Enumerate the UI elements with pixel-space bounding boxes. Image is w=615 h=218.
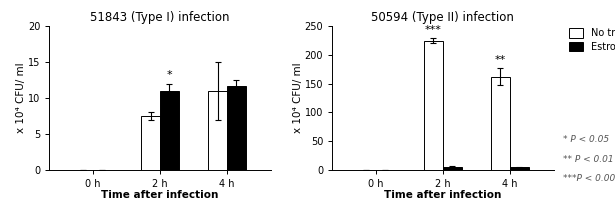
Y-axis label: x 10⁴ CFU/ ml: x 10⁴ CFU/ ml: [17, 63, 26, 133]
Text: **: **: [495, 54, 506, 65]
Bar: [510, 167, 529, 170]
Bar: [160, 91, 179, 170]
Y-axis label: x 10⁴ CFU/ ml: x 10⁴ CFU/ ml: [293, 63, 303, 133]
X-axis label: Time after infection: Time after infection: [101, 191, 218, 201]
Bar: [424, 41, 443, 170]
Bar: [227, 86, 246, 170]
Text: ** P < 0.01: ** P < 0.01: [563, 155, 613, 164]
X-axis label: Time after infection: Time after infection: [384, 191, 501, 201]
Text: ***P < 0.001: ***P < 0.001: [563, 174, 615, 183]
Bar: [443, 167, 462, 170]
Title: 51843 (Type I) infection: 51843 (Type I) infection: [90, 11, 229, 24]
Bar: [208, 91, 227, 170]
Text: ***: ***: [425, 25, 442, 35]
Bar: [491, 77, 510, 170]
Title: 50594 (Type II) infection: 50594 (Type II) infection: [371, 11, 514, 24]
Text: *: *: [167, 70, 172, 80]
Text: * P < 0.05: * P < 0.05: [563, 135, 609, 144]
Bar: [141, 116, 160, 170]
Legend: No treat, Estrogen treat: No treat, Estrogen treat: [569, 28, 615, 52]
